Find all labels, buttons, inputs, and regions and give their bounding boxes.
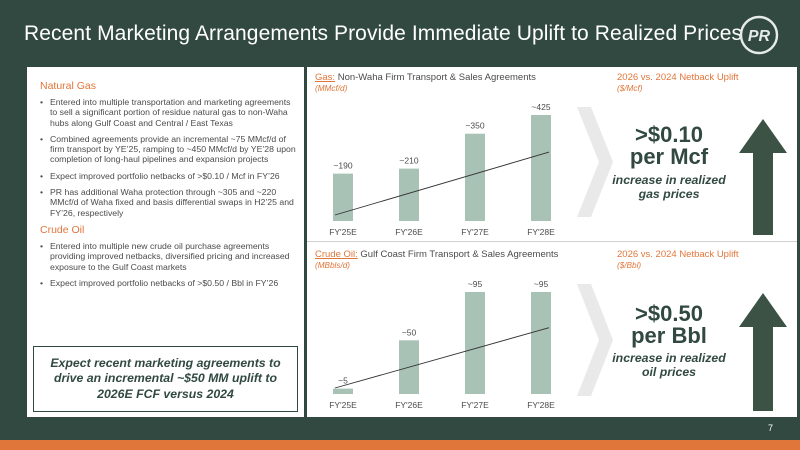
gas-uplift-line2: per Mcf <box>629 144 709 169</box>
bullet: Entered into multiple new crude oil purc… <box>40 241 298 272</box>
category-label: FY'25E <box>329 400 357 410</box>
bar <box>333 388 353 394</box>
bar <box>531 115 551 221</box>
bullet: Expect improved portfolio netbacks of >$… <box>40 171 298 182</box>
up-arrow-icon <box>739 293 787 411</box>
right-panel: Gas: Non-Waha Firm Transport & Sales Agr… <box>307 67 797 417</box>
section-heading-oil: Crude Oil <box>40 223 85 236</box>
oil-chart-title: Crude Oil: Gulf Coast Firm Transport & S… <box>315 249 558 260</box>
bar <box>399 168 419 221</box>
category-label: FY'28E <box>527 227 555 237</box>
data-label: ~425 <box>531 102 550 112</box>
data-label: ~190 <box>333 161 352 171</box>
oil-uplift-subtext: increase in realized oil prices <box>612 351 726 379</box>
bar <box>531 292 551 394</box>
oil-label: Crude Oil: <box>315 249 358 260</box>
oil-uplift-line2: per Bbl <box>631 323 707 348</box>
oil-bar-chart: ~5 FY'25E ~50 FY'26E ~95 FY'27E ~95 FY'28E <box>329 279 555 410</box>
gas-chart-title: Gas: Non-Waha Firm Transport & Sales Agr… <box>315 72 536 83</box>
fcf-callout: Expect recent marketing agreements to dr… <box>33 346 298 412</box>
category-label: FY'28E <box>527 400 555 410</box>
category-label: FY'26E <box>395 227 423 237</box>
category-label: FY'26E <box>395 400 423 410</box>
gas-chart-unit: (MMcf/d) <box>315 84 348 93</box>
bullet: PR has additional Waha protection throug… <box>40 187 298 218</box>
oil-title-text: Gulf Coast Firm Transport & Sales Agreem… <box>357 249 559 260</box>
page-title: Recent Marketing Arrangements Provide Im… <box>24 22 743 45</box>
gas-netback-unit: ($/Mcf) <box>617 84 643 93</box>
oil-bullets: Entered into multiple new crude oil purc… <box>40 241 298 288</box>
bullet: Combined agreements provide an increment… <box>40 134 298 165</box>
data-label: ~5 <box>338 376 348 386</box>
gas-uplift-subtext: increase in realized gas prices <box>612 173 726 201</box>
page-number: 7 <box>768 423 774 433</box>
gas-label: Gas: <box>315 72 336 83</box>
chevron-right-icon <box>577 107 613 217</box>
bullet: Expect improved portfolio netbacks of >$… <box>40 278 298 289</box>
data-label: ~50 <box>402 327 417 337</box>
bar <box>465 133 485 221</box>
gas-title-text: Non-Waha Firm Transport & Sales Agreemen… <box>335 72 536 83</box>
category-label: FY'27E <box>461 400 489 410</box>
gas-bar-chart: ~190 FY'25E ~210 FY'26E ~350 FY'27E ~425 FY'28E <box>329 102 555 237</box>
gas-netback-title: 2026 vs. 2024 Netback Uplift <box>617 72 739 83</box>
oil-uplift-line1: >$0.50 <box>635 301 703 326</box>
oil-uplift-value: >$0.50 per Bbl <box>609 303 729 347</box>
oil-chart-unit: (MBbls/d) <box>315 261 351 270</box>
trend-line <box>334 327 550 389</box>
pr-logo: PR <box>739 15 779 55</box>
logo-text: PR <box>748 28 771 45</box>
data-label: ~350 <box>465 121 484 131</box>
bar <box>333 173 353 221</box>
bullet: Entered into multiple transportation and… <box>40 97 298 128</box>
gas-uplift-line1: >$0.10 <box>635 122 703 147</box>
category-label: FY'25E <box>329 227 357 237</box>
left-text: Natural Gas Entered into multiple transp… <box>40 75 298 294</box>
bottom-accent-bar <box>0 440 800 450</box>
left-panel: Natural Gas Entered into multiple transp… <box>27 67 304 417</box>
section-divider <box>307 241 797 242</box>
oil-netback-title: 2026 vs. 2024 Netback Uplift <box>617 249 739 260</box>
gas-bullets: Entered into multiple transportation and… <box>40 97 298 218</box>
oil-netback-unit: ($/Bbl) <box>617 261 642 270</box>
chevron-right-icon <box>577 284 613 396</box>
category-label: FY'27E <box>461 227 489 237</box>
bar <box>465 292 485 394</box>
data-label: ~95 <box>534 279 549 289</box>
data-label: ~210 <box>399 156 418 166</box>
section-heading-gas: Natural Gas <box>40 80 97 92</box>
data-label: ~95 <box>468 279 483 289</box>
trend-line <box>334 151 550 216</box>
up-arrow-icon <box>739 119 787 235</box>
gas-uplift-value: >$0.10 per Mcf <box>609 124 729 168</box>
